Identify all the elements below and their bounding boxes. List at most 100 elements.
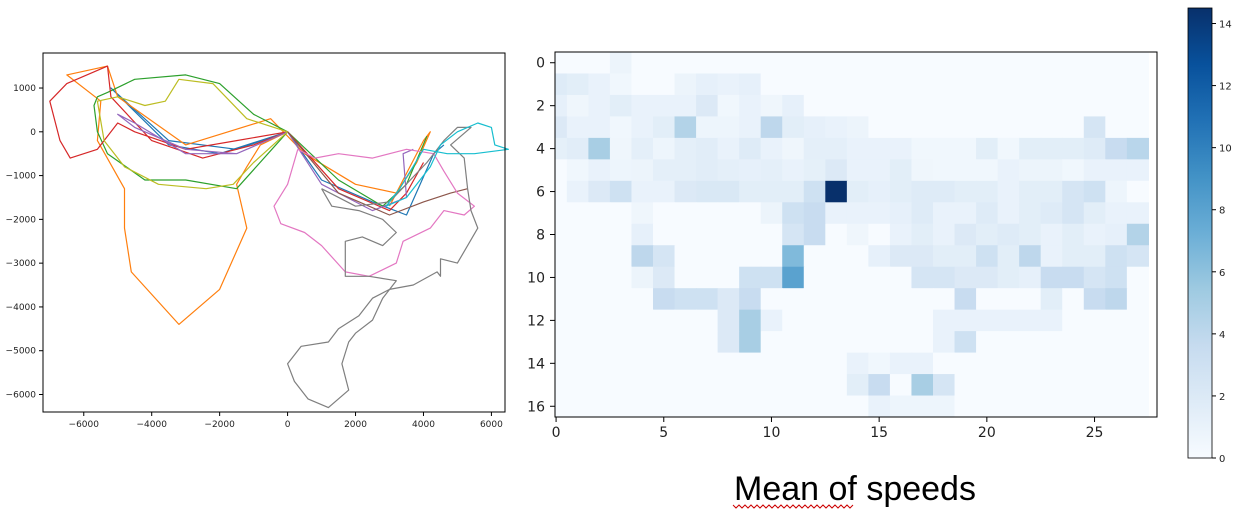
heatmap-cell: [868, 202, 891, 225]
heatmap-cell: [674, 245, 697, 268]
heatmap-cell: [954, 352, 977, 375]
heatmap-cell: [1126, 159, 1149, 182]
heatmap-cell: [717, 245, 740, 268]
y-tick-label: −1000: [6, 172, 37, 182]
heatmap-cell: [954, 180, 977, 203]
heatmap-cell: [1040, 94, 1063, 118]
colorbar-tick-label: 2: [1219, 392, 1225, 403]
heatmap-cell: [846, 94, 869, 118]
heatmap-cell: [1019, 94, 1042, 118]
heatmap-cell: [997, 180, 1020, 203]
heatmap-cell: [889, 288, 913, 311]
heatmap-cell: [868, 288, 891, 311]
heatmap-cell: [911, 245, 934, 268]
heatmap-cell: [825, 223, 848, 246]
heatmap-cell: [889, 116, 913, 139]
heatmap-cell: [846, 137, 869, 160]
heatmap-cell: [911, 288, 934, 311]
heatmap-cell: [653, 309, 676, 332]
heatmap-cell: [868, 395, 891, 417]
heatmap-cell: [760, 116, 783, 139]
heatmap-cell: [954, 52, 977, 75]
heatmap-cell: [1019, 352, 1042, 375]
heatmap-cell: [566, 137, 589, 160]
heatmap-cell: [631, 309, 654, 332]
heatmap-cell: [782, 159, 805, 182]
heatmap-cell: [803, 288, 826, 311]
heatmap-cell: [609, 395, 633, 417]
heatmap-cell: [1083, 266, 1106, 289]
heatmap-cell: [803, 52, 826, 75]
heatmap-cell: [889, 245, 913, 268]
y-tick-label: 0: [30, 128, 36, 138]
heatmap-cell: [803, 395, 826, 417]
heatmap-x-axis: 0 5 10 15 20 25: [552, 417, 1103, 441]
heatmap-cell: [555, 202, 568, 225]
heatmap-cell: [1105, 116, 1128, 139]
heatmap-cell: [760, 159, 783, 182]
heatmap-cell: [933, 395, 956, 417]
heatmap-cell: [803, 331, 826, 354]
heatmap-cell: [1040, 137, 1063, 160]
heatmap-cell: [1083, 159, 1106, 182]
heatmap-cell: [1126, 94, 1149, 118]
heatmap-cell: [1062, 94, 1085, 118]
heatmap-cell: [997, 159, 1020, 182]
heatmap-cell: [868, 116, 891, 139]
heatmap-cell: [1105, 288, 1128, 311]
heatmap-cell: [1126, 52, 1149, 75]
heatmap-cell: [1019, 116, 1042, 139]
colorbar-tick-label: 12: [1219, 82, 1232, 93]
heatmap-cell: [653, 116, 676, 139]
heatmap-cell: [631, 331, 654, 354]
heatmap-y-tick-label: 16: [527, 399, 545, 415]
heatmap-cell: [1019, 73, 1042, 96]
heatmap-cell: [739, 288, 762, 311]
heatmap-cell: [760, 52, 783, 75]
heatmap-cell-group: [555, 52, 1149, 417]
heatmap-cell: [674, 180, 697, 203]
trajectory-y-axis: 1000 0 −1000 −2000 −3000 −4000 −5000 −6000: [6, 84, 43, 400]
trajectory-line: [385, 122, 509, 207]
heatmap-cell: [1083, 331, 1106, 354]
heatmap-cell: [609, 52, 633, 75]
heatmap-cell: [1126, 266, 1149, 289]
heatmap-cell: [717, 94, 740, 118]
heatmap-cell: [954, 374, 977, 397]
heatmap-cell: [1126, 73, 1149, 96]
heatmap-plot: 0 5 10 15 20 25 0 2 4 6 8 10 12 14 16: [527, 51, 1158, 441]
heatmap-cell: [954, 159, 977, 182]
heatmap-cell: [976, 73, 999, 96]
heatmap-cell: [1062, 73, 1085, 96]
heatmap-cell: [803, 245, 826, 268]
heatmap-cell: [696, 137, 719, 160]
heatmap-cell: [976, 331, 999, 354]
heatmap-cell: [911, 395, 934, 417]
heatmap-cell: [954, 395, 977, 417]
heatmap-cell: [911, 159, 934, 182]
heatmap-cell: [566, 202, 589, 225]
heatmap-cell: [782, 309, 805, 332]
heatmap-cell: [846, 73, 869, 96]
heatmap-cell: [717, 116, 740, 139]
heatmap-cell: [588, 309, 611, 332]
heatmap-cell: [911, 52, 934, 75]
heatmap-cell: [846, 202, 869, 225]
heatmap-cell: [1040, 116, 1063, 139]
heatmap-cell: [696, 288, 719, 311]
y-tick-label: −4000: [6, 303, 37, 313]
heatmap-cell: [868, 374, 891, 397]
heatmap-cell: [846, 309, 869, 332]
heatmap-cell: [717, 395, 740, 417]
heatmap-cell: [1062, 137, 1085, 160]
heatmap-cell: [1040, 202, 1063, 225]
heatmap-cell: [846, 374, 869, 397]
heatmap-cell: [696, 309, 719, 332]
heatmap-cell: [653, 52, 676, 75]
heatmap-cell: [555, 52, 568, 75]
heatmap-cell: [1126, 374, 1149, 397]
heatmap-cell: [782, 288, 805, 311]
heatmap-x-tick-label: 0: [552, 425, 561, 441]
heatmap-y-tick-label: 10: [527, 270, 545, 286]
heatmap-cell: [911, 266, 934, 289]
